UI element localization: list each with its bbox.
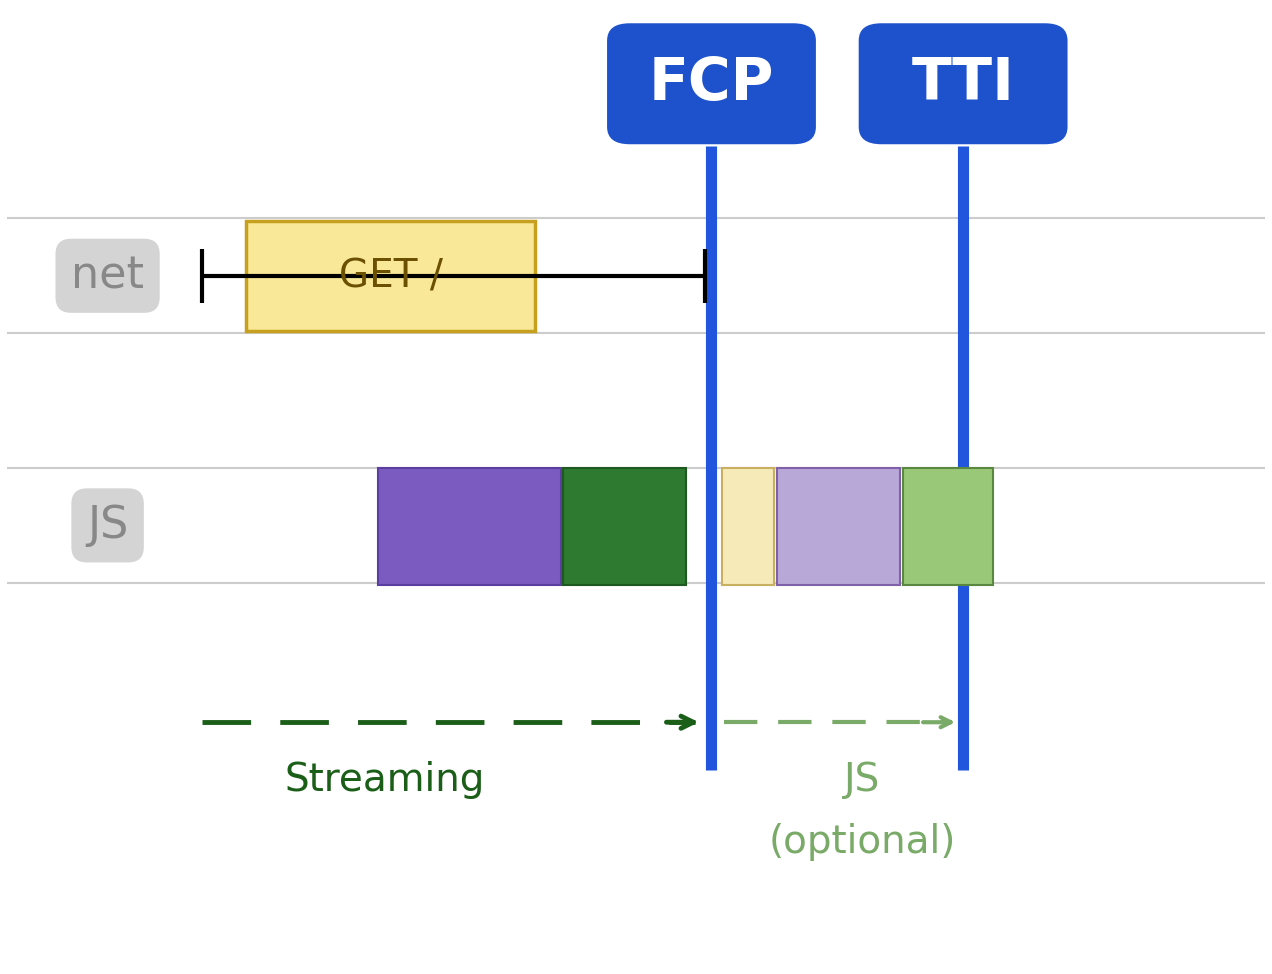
Bar xyxy=(903,468,993,585)
Text: TTI: TTI xyxy=(912,56,1015,112)
Text: JS: JS xyxy=(845,761,880,799)
Text: JS: JS xyxy=(86,504,128,547)
Text: (optional): (optional) xyxy=(768,823,957,861)
Text: FCP: FCP xyxy=(649,56,775,112)
Bar xyxy=(563,468,687,585)
FancyBboxPatch shape xyxy=(245,221,536,331)
Bar xyxy=(378,468,561,585)
Bar xyxy=(721,468,775,585)
Text: net: net xyxy=(71,254,144,297)
Text: Streaming: Streaming xyxy=(284,761,485,799)
FancyBboxPatch shape xyxy=(859,23,1067,144)
Text: GET /: GET / xyxy=(338,257,443,295)
Bar xyxy=(777,468,901,585)
FancyBboxPatch shape xyxy=(607,23,815,144)
